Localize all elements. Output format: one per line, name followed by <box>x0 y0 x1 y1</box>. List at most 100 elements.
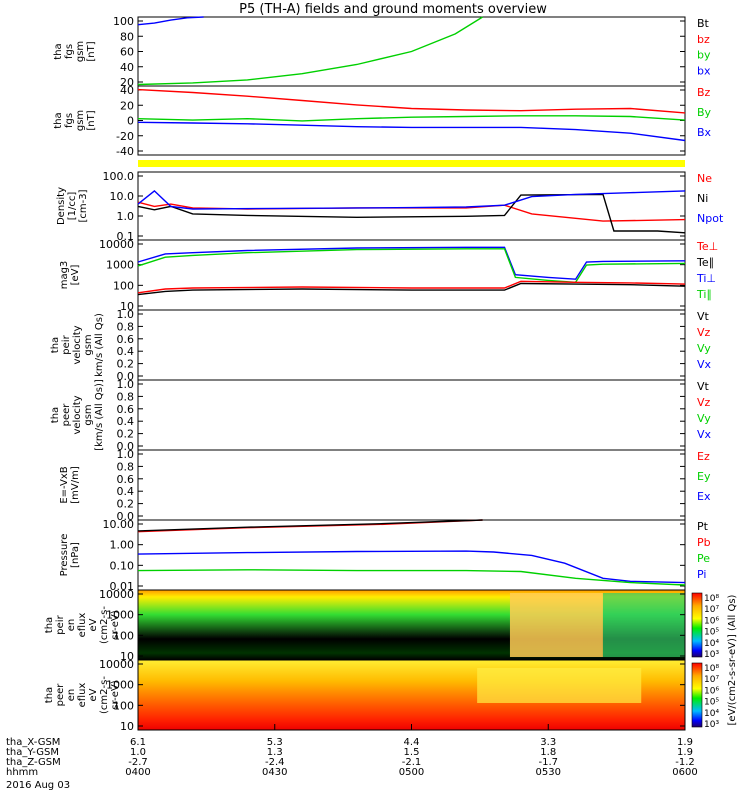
y-axis-label: [nPa] <box>70 542 81 568</box>
series-npot <box>137 189 686 210</box>
y-tick-label: 40 <box>120 61 134 74</box>
y-axis-label: sr-eV) <box>110 610 121 639</box>
panel-fgs_gsm: 40 20 0 -20 -40 tha fgs gsm [nT] Bz By Bx <box>53 84 712 158</box>
y-tick-label: 0.6 <box>117 333 135 346</box>
colorbar-tick-label: 10⁴ <box>704 709 719 719</box>
y-tick-label: 0.2 <box>117 498 135 511</box>
y-axis-label: velocity <box>72 395 83 434</box>
panel-pressure: 10.00 1.00 0.10 0.01 Pressure [nPa] Pt Pb Pe Pi <box>59 518 711 593</box>
y-axis-label: [km/s (All Qs)] <box>94 379 105 451</box>
footer-value: 1.9 <box>677 747 693 758</box>
legend-ti⊥: Ti⊥ <box>696 272 716 285</box>
y-tick-label: 1.0 <box>117 448 135 461</box>
panel-frame <box>137 309 686 381</box>
footer-value: 5.3 <box>267 737 283 748</box>
y-axis-label: eflux <box>77 613 88 638</box>
y-tick-label: -40 <box>116 145 134 158</box>
y-tick-label: 10 <box>120 300 134 313</box>
panel-frame <box>137 519 686 591</box>
footer-label-tha_x-gsm: tha_X-GSM <box>6 737 60 748</box>
colorbar-tick-label: 10⁸ <box>704 664 719 674</box>
y-axis-label: [nT] <box>86 41 97 61</box>
y-axis-label: [nT] <box>86 110 97 130</box>
footer-value: 0400 <box>125 767 150 778</box>
y-axis-label: (cm2-s- <box>99 676 110 714</box>
footer-date: 2016 Aug 03 <box>6 780 70 791</box>
y-tick-label: 0.0 <box>117 370 135 383</box>
legend-ni: Ni <box>697 192 708 205</box>
footer-value: 6.1 <box>130 737 146 748</box>
legend-vx: Vx <box>697 358 712 371</box>
y-tick-label: 10000 <box>99 238 134 251</box>
y-tick-label: 1000 <box>106 259 134 272</box>
y-axis-label: mag3 <box>59 261 70 290</box>
y-axis-label: eV <box>88 688 99 701</box>
colorbar-tick-label: 10⁷ <box>704 605 719 615</box>
footer-value: -1.2 <box>675 757 695 768</box>
y-tick-label: 1.0 <box>117 308 135 321</box>
y-axis-label: (cm2-s- <box>99 606 110 644</box>
spectrogram-region <box>602 593 685 657</box>
y-axis-label: tha <box>53 43 64 59</box>
y-axis-label: en <box>66 619 77 632</box>
footer-value: 0600 <box>672 767 697 778</box>
panel-peer_vel: 1.00.80.60.40.20.0 tha peer velocity gsm [km/… <box>50 378 712 453</box>
footer-value: 1.9 <box>677 737 693 748</box>
y-tick-label: 0.6 <box>117 403 135 416</box>
y-tick-label: 10.00 <box>103 518 135 531</box>
legend-bz: Bz <box>697 86 711 99</box>
colorbar-tick-label: 10⁴ <box>704 639 719 649</box>
y-tick-label: 0 <box>127 115 134 128</box>
y-axis-label: E=-VxB <box>59 466 70 503</box>
y-axis-label: tha <box>53 112 64 128</box>
panel-frame <box>137 239 686 311</box>
legend-ne: Ne <box>697 172 712 185</box>
y-tick-label: 0.2 <box>117 428 135 441</box>
y-tick-label: 0.2 <box>117 358 135 371</box>
legend-vy: Vy <box>697 342 711 355</box>
y-tick-label: 0.8 <box>117 460 135 473</box>
y-tick-label: 1.0 <box>117 210 135 223</box>
series-bx <box>137 16 204 26</box>
legend-vx: Vx <box>697 428 712 441</box>
y-axis-label: gsm <box>75 41 86 62</box>
footer-value: -2.4 <box>265 757 285 768</box>
legend-pt: Pt <box>697 520 709 533</box>
footer-label-hhmm: hhmm <box>6 767 38 778</box>
colorbar-label: [eV/(cm2-s-sr-eV)] (All Qs) <box>727 594 738 725</box>
y-tick-label: 1.00 <box>110 539 135 552</box>
footer-value: 1.8 <box>540 747 556 758</box>
y-tick-label: 0.01 <box>110 580 135 593</box>
y-axis-label: sr-eV) <box>110 680 121 709</box>
legend-vz: Vz <box>697 396 711 409</box>
legend-vz: Vz <box>697 326 711 339</box>
legend-npot: Npot <box>697 212 724 225</box>
y-axis-label: eflux <box>77 683 88 708</box>
y-tick-label: 60 <box>120 46 134 59</box>
colorbar-tick-label: 10⁷ <box>704 675 719 685</box>
series-te∥ <box>137 282 686 296</box>
y-tick-label: 1000 <box>106 609 134 622</box>
footer-value: -2.7 <box>128 757 148 768</box>
y-axis-label: [eV] <box>70 265 81 286</box>
spectrogram-region <box>509 593 603 657</box>
series-te⊥ <box>137 280 686 294</box>
footer-value: 0500 <box>399 767 424 778</box>
footer-label-tha_y-gsm: tha_Y-GSM <box>6 747 59 758</box>
series-bx <box>137 121 686 142</box>
colorbar-tick-label: 10⁵ <box>704 628 719 638</box>
y-axis-label: Density <box>56 187 67 225</box>
footer-value: 4.4 <box>404 737 420 748</box>
series-ti∥ <box>137 248 686 284</box>
panel-frame <box>137 379 686 451</box>
y-axis-label: tha <box>44 687 55 703</box>
legend-by: by <box>697 49 711 62</box>
series-pe <box>137 569 686 586</box>
y-axis-label: tha <box>44 617 55 633</box>
y-axis-label: tha <box>50 407 61 423</box>
colorbar-tick-label: 10⁶ <box>704 686 719 696</box>
legend-bt: Bt <box>697 17 710 30</box>
